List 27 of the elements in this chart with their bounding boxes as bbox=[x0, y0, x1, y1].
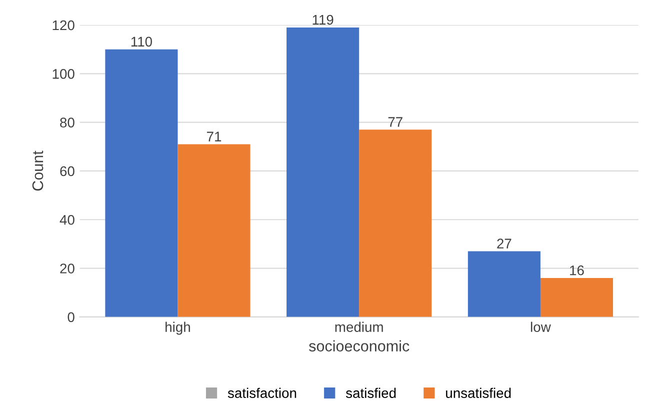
y-tick-label: 80 bbox=[60, 118, 74, 128]
bar bbox=[540, 278, 614, 317]
data-label: 27 bbox=[497, 238, 512, 248]
data-label: 16 bbox=[570, 265, 584, 276]
x-tick-label: medium bbox=[335, 322, 383, 332]
legend-label: satisfied bbox=[346, 388, 396, 398]
y-tick-label: 0 bbox=[68, 312, 74, 322]
y-tick-label: 120 bbox=[52, 20, 74, 30]
bar bbox=[468, 251, 540, 317]
y-tick-label: 40 bbox=[60, 214, 74, 225]
x-axis-title: socioeconomic bbox=[309, 340, 410, 352]
bar bbox=[178, 144, 250, 317]
bar bbox=[286, 27, 360, 317]
bar bbox=[359, 130, 432, 317]
y-tick-label: 100 bbox=[52, 69, 74, 79]
data-label: 110 bbox=[131, 36, 152, 47]
data-label: 71 bbox=[206, 132, 222, 142]
data-label: 77 bbox=[388, 117, 402, 127]
x-tick-label: low bbox=[530, 322, 551, 332]
legend-title: satisfaction bbox=[228, 388, 296, 398]
legend-label: unsatisfied bbox=[446, 388, 511, 398]
data-label: 119 bbox=[312, 14, 334, 25]
y-axis-title: Count bbox=[32, 150, 44, 191]
x-tick-label: high bbox=[166, 322, 190, 335]
y-tick-label: 20 bbox=[60, 264, 74, 274]
y-tick-label: 60 bbox=[60, 166, 74, 176]
bar bbox=[105, 49, 178, 317]
